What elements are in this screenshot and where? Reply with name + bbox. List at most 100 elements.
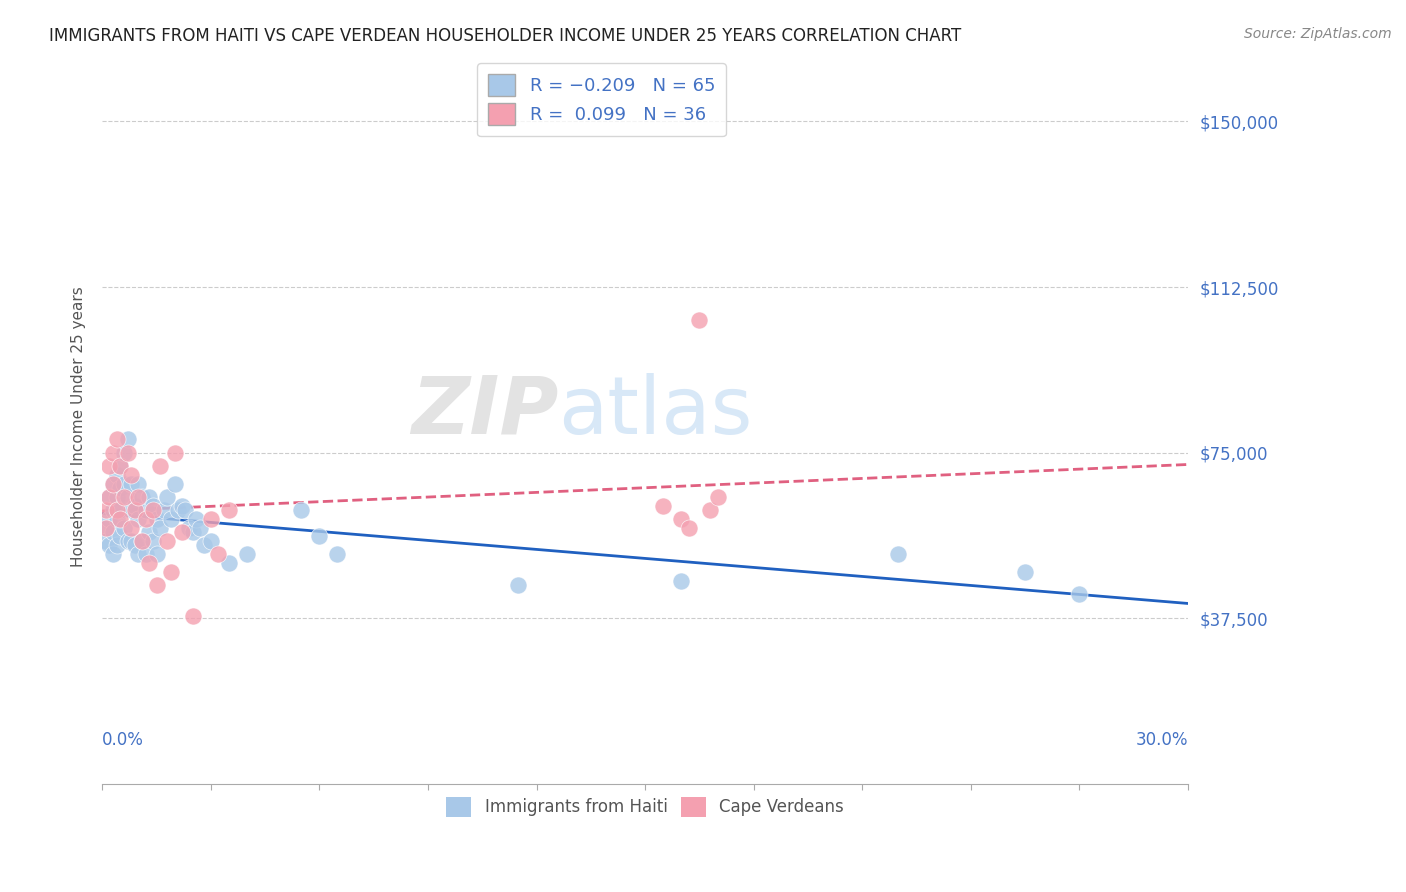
Point xyxy=(94,503,117,517)
Point xyxy=(200,533,222,548)
Point xyxy=(163,476,186,491)
Point xyxy=(112,445,135,459)
Point xyxy=(120,533,142,548)
Point xyxy=(94,533,117,548)
Point xyxy=(145,578,167,592)
Point xyxy=(94,521,117,535)
Point xyxy=(160,565,183,579)
Point xyxy=(98,458,121,473)
Point xyxy=(105,490,128,504)
Point xyxy=(105,503,128,517)
Point xyxy=(124,538,146,552)
Point xyxy=(218,503,240,517)
Point xyxy=(326,547,349,561)
Point xyxy=(110,458,132,473)
Point xyxy=(117,445,139,459)
Point xyxy=(110,529,132,543)
Point xyxy=(508,578,530,592)
Point xyxy=(127,490,149,504)
Point xyxy=(135,512,157,526)
Point xyxy=(131,490,153,504)
Point xyxy=(112,476,135,491)
Text: 30.0%: 30.0% xyxy=(1136,731,1188,748)
Point xyxy=(181,525,204,540)
Point xyxy=(163,445,186,459)
Point xyxy=(152,503,174,517)
Legend: Immigrants from Haiti, Cape Verdeans: Immigrants from Haiti, Cape Verdeans xyxy=(439,789,852,825)
Point xyxy=(110,458,132,473)
Point xyxy=(188,521,211,535)
Point xyxy=(135,503,157,517)
Text: 0.0%: 0.0% xyxy=(103,731,143,748)
Point xyxy=(207,547,229,561)
Point xyxy=(160,512,183,526)
Point xyxy=(98,490,121,504)
Point xyxy=(142,499,165,513)
Point xyxy=(308,529,330,543)
Point xyxy=(101,476,124,491)
Point xyxy=(98,538,121,552)
Point xyxy=(98,490,121,504)
Point xyxy=(887,547,910,561)
Point xyxy=(671,574,693,588)
Point xyxy=(105,538,128,552)
Point xyxy=(110,512,132,526)
Point xyxy=(94,521,117,535)
Point xyxy=(124,503,146,517)
Point xyxy=(290,503,312,517)
Point xyxy=(142,533,165,548)
Point xyxy=(181,609,204,624)
Point xyxy=(138,490,160,504)
Point xyxy=(156,490,179,504)
Point xyxy=(1014,565,1036,579)
Point xyxy=(101,525,124,540)
Point xyxy=(120,521,142,535)
Point xyxy=(170,499,193,513)
Point xyxy=(699,503,721,517)
Point xyxy=(112,490,135,504)
Point xyxy=(688,313,710,327)
Point xyxy=(117,433,139,447)
Text: IMMIGRANTS FROM HAITI VS CAPE VERDEAN HOUSEHOLDER INCOME UNDER 25 YEARS CORRELAT: IMMIGRANTS FROM HAITI VS CAPE VERDEAN HO… xyxy=(49,27,962,45)
Point xyxy=(135,547,157,561)
Point xyxy=(127,476,149,491)
Point xyxy=(156,533,179,548)
Y-axis label: Householder Income Under 25 years: Householder Income Under 25 years xyxy=(72,285,86,566)
Point xyxy=(177,521,200,535)
Point xyxy=(101,503,124,517)
Point xyxy=(138,525,160,540)
Point xyxy=(127,547,149,561)
Point xyxy=(110,503,132,517)
Point xyxy=(101,547,124,561)
Point xyxy=(149,521,172,535)
Point xyxy=(117,490,139,504)
Point xyxy=(124,499,146,513)
Point xyxy=(174,503,197,517)
Point xyxy=(218,556,240,570)
Point xyxy=(117,533,139,548)
Point xyxy=(138,556,160,570)
Point xyxy=(112,521,135,535)
Point xyxy=(120,467,142,482)
Point xyxy=(101,445,124,459)
Point xyxy=(145,512,167,526)
Point xyxy=(105,512,128,526)
Point xyxy=(1069,587,1091,601)
Point xyxy=(167,503,190,517)
Point xyxy=(706,490,728,504)
Point xyxy=(110,481,132,495)
Text: ZIP: ZIP xyxy=(411,373,558,450)
Point xyxy=(671,512,693,526)
Point xyxy=(105,433,128,447)
Point xyxy=(120,503,142,517)
Point xyxy=(101,476,124,491)
Point xyxy=(678,521,700,535)
Point xyxy=(149,458,172,473)
Point xyxy=(127,512,149,526)
Point xyxy=(105,467,128,482)
Point xyxy=(193,538,215,552)
Point xyxy=(652,499,675,513)
Point xyxy=(98,512,121,526)
Point xyxy=(236,547,259,561)
Point xyxy=(186,512,208,526)
